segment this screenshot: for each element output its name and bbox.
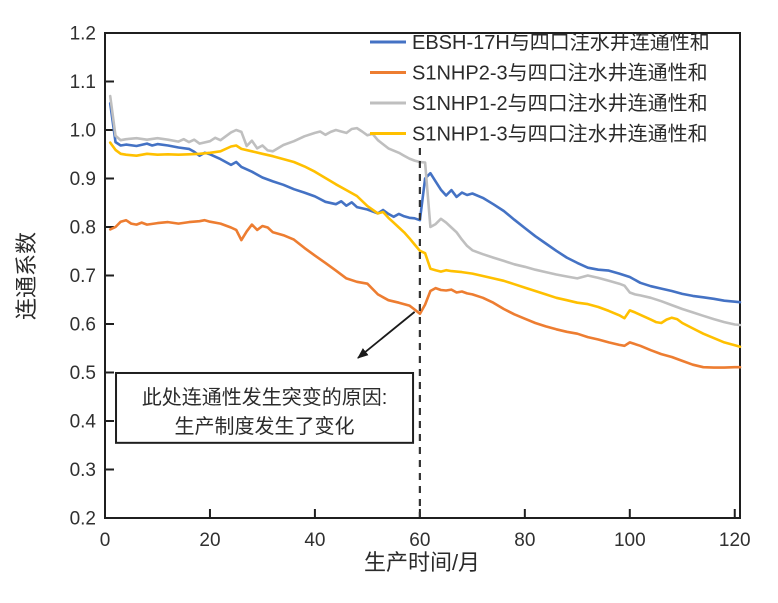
series-line	[108, 218, 742, 369]
series-line	[108, 141, 742, 349]
y-tick-label: 0.4	[70, 412, 97, 433]
x-axis-title: 生产时间/月	[364, 550, 480, 575]
legend-label: S1NHP1-3与四口注水井连通性和	[412, 123, 708, 146]
y-tick-label: 0.3	[70, 460, 96, 481]
legend-label: S1NHP2-3与四口注水井连通性和	[412, 62, 708, 85]
y-tick-label: 0.6	[70, 315, 96, 336]
x-axis-ticks: 0 20 40 60 80 100 120	[100, 509, 751, 551]
y-tick-label: 1.0	[70, 121, 96, 142]
x-tick-label: 20	[199, 530, 220, 551]
annotation-arrow	[357, 311, 416, 359]
x-tick-label: 120	[719, 530, 751, 551]
annotation-box	[115, 371, 415, 444]
legend-label: S1NHP1-2与四口注水井连通性和	[412, 92, 708, 115]
y-tick-label: 1.2	[70, 24, 96, 45]
annotation-text-line1: 此处连通性发生突变的原因:	[142, 386, 388, 409]
x-tick-label: 80	[514, 530, 535, 551]
chart-legend: EBSH-17H与四口注水井连通性和 S1NHP2-3与四口注水井连通性和 S1NH…	[370, 31, 710, 146]
y-tick-label: 0.7	[70, 266, 96, 287]
x-tick-label: 40	[304, 530, 325, 551]
annotation-text-line2: 生产制度发生了变化	[175, 415, 355, 438]
legend-label: EBSH-17H与四口注水井连通性和	[412, 31, 710, 54]
y-tick-label: 0.2	[70, 509, 96, 530]
x-tick-label: 100	[614, 530, 646, 551]
y-tick-label: 0.8	[70, 218, 96, 239]
y-axis-ticks: 0.2 0.3 0.4 0.5 0.6 0.7 0.8 0.9 1.0 1.1 1.2	[70, 24, 114, 530]
data-series-lines	[108, 94, 742, 369]
series-line	[108, 94, 742, 327]
y-tick-label: 0.5	[70, 363, 96, 384]
x-tick-label: 60	[409, 530, 430, 551]
y-tick-label: 1.1	[70, 72, 96, 93]
y-axis-title: 连通系数	[14, 232, 39, 320]
y-tick-label: 0.9	[70, 169, 96, 190]
x-tick-label: 0	[100, 530, 111, 551]
